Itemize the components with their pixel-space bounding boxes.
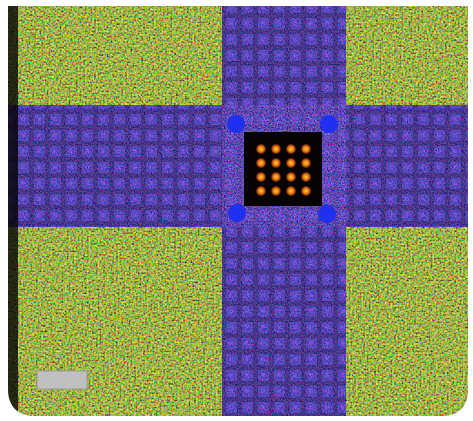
dot (271, 172, 281, 182)
corner-blobs (227, 115, 338, 223)
dot (271, 186, 281, 196)
dot (256, 144, 266, 154)
center-dots (256, 144, 311, 196)
dot (301, 144, 311, 154)
dot (301, 186, 311, 196)
left-edge (8, 6, 18, 416)
dot (271, 144, 281, 154)
blob (318, 205, 336, 223)
scale-bar (36, 370, 88, 390)
center-pad (244, 132, 322, 206)
dot (301, 158, 311, 168)
blob (320, 115, 338, 133)
blob (228, 204, 246, 222)
dot (256, 186, 266, 196)
dot (286, 144, 296, 154)
dot (271, 158, 281, 168)
dot (256, 158, 266, 168)
dot (286, 158, 296, 168)
blob (227, 115, 245, 133)
dot (286, 186, 296, 196)
dot (256, 172, 266, 182)
dot (301, 172, 311, 182)
dot (286, 172, 296, 182)
